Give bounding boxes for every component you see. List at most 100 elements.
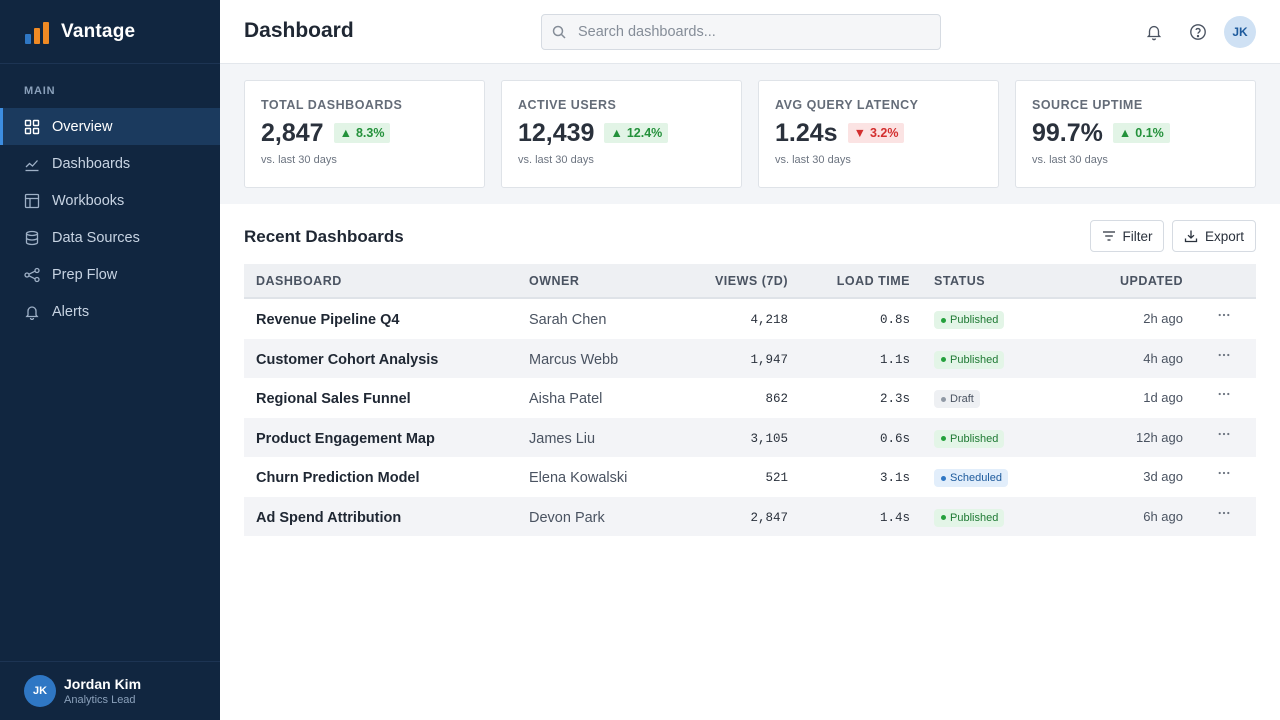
- updated-time: 4h ago: [1143, 350, 1183, 366]
- updated-time: 3d ago: [1143, 469, 1183, 484]
- more-options-button[interactable]: [1216, 308, 1232, 322]
- sidebar-item-prep-flow[interactable]: Prep Flow: [0, 256, 220, 293]
- status-badge: Published: [934, 311, 1005, 329]
- more-horizontal-icon: [1218, 432, 1230, 435]
- more-options-button[interactable]: [1216, 348, 1232, 362]
- more-options-button[interactable]: [1216, 427, 1232, 441]
- column-header-load-time[interactable]: LOAD TIME: [836, 274, 910, 288]
- kpi-value: 99.7%: [1032, 118, 1103, 147]
- column-header-owner[interactable]: OWNER: [529, 274, 580, 288]
- table-row[interactable]: Ad Spend Attribution Devon Park 2,847 1.…: [244, 496, 1256, 536]
- more-options-button[interactable]: [1216, 387, 1232, 401]
- page-title: Dashboard: [244, 19, 354, 42]
- dashboard-name[interactable]: Product Engagement Map: [256, 430, 435, 447]
- status-dot-icon: [941, 317, 946, 323]
- sidebar-item-alerts[interactable]: Alerts: [0, 293, 220, 330]
- owner-name: Elena Kowalski: [529, 470, 628, 486]
- status-dot-icon: [941, 475, 946, 481]
- kpi-delta-value: 0.1%: [1135, 126, 1164, 140]
- kpi-band: TOTAL DASHBOARDS 2,847 ▲ 8.3% vs. last 3…: [220, 64, 1280, 204]
- search-input[interactable]: [578, 24, 918, 40]
- owner-name: James Liu: [529, 430, 596, 447]
- owner-name: Aisha Patel: [529, 391, 603, 407]
- kpi-subtext: vs. last 30 days: [518, 154, 594, 166]
- sidebar-item-dashboards[interactable]: Dashboards: [0, 145, 220, 182]
- bell-icon: [24, 304, 40, 320]
- status-dot-icon: [941, 515, 946, 520]
- logo-icon: [25, 20, 49, 44]
- status-dot-icon: [941, 396, 946, 402]
- table-row[interactable]: Churn Prediction Model Elena Kowalski 52…: [244, 457, 1256, 497]
- more-horizontal-icon: [1218, 353, 1230, 356]
- sidebar-item-data-sources[interactable]: Data Sources: [0, 219, 220, 256]
- kpi-delta: ▲ 8.3%: [333, 123, 391, 143]
- status-dot-icon: [941, 357, 946, 362]
- table-row[interactable]: Revenue Pipeline Q4 Sarah Chen 4,218 0.8…: [244, 299, 1256, 339]
- updated-time: 12h ago: [1136, 429, 1183, 445]
- more-options-button[interactable]: [1216, 506, 1232, 520]
- grid-icon: [24, 119, 40, 135]
- triangle-down-icon: ▼: [853, 126, 866, 140]
- load-time: 3.1s: [879, 471, 910, 485]
- kpi-delta-value: 8.3%: [355, 126, 385, 140]
- table-row[interactable]: Regional Sales Funnel Aisha Patel 862 2.…: [244, 378, 1256, 418]
- download-icon: [1184, 229, 1198, 243]
- kpi-card-active-users: ACTIVE USERS 12,439 ▲ 12.4% vs. last 30 …: [501, 80, 742, 188]
- column-header-status[interactable]: STATUS: [934, 274, 986, 288]
- load-time: 2.3s: [879, 392, 910, 406]
- column-header-updated[interactable]: UPDATED: [1120, 274, 1183, 288]
- status-label: Published: [950, 432, 999, 445]
- dashboard-name[interactable]: Regional Sales Funnel: [256, 391, 411, 407]
- triangle-up-icon: ▲: [339, 126, 352, 140]
- status-label: Published: [950, 511, 999, 524]
- sidebar-item-label: Alerts: [52, 303, 90, 320]
- help-button[interactable]: [1188, 22, 1208, 42]
- database-icon: [24, 230, 40, 246]
- more-horizontal-icon: [1218, 392, 1230, 396]
- export-button-label: Export: [1204, 228, 1245, 244]
- sidebar-item-workbooks[interactable]: Workbooks: [0, 182, 220, 219]
- filter-button[interactable]: Filter: [1090, 220, 1164, 252]
- more-options-button[interactable]: [1216, 466, 1232, 480]
- views-count: 521: [765, 471, 788, 485]
- bell-icon: [1145, 23, 1163, 41]
- kpi-delta-value: 3.2%: [869, 126, 899, 140]
- brand[interactable]: Vantage: [0, 0, 220, 64]
- search-box[interactable]: [541, 14, 941, 50]
- user-name: Jordan Kim: [64, 676, 142, 692]
- notifications-button[interactable]: [1144, 22, 1164, 42]
- sidebar-item-label: Data Sources: [52, 229, 140, 246]
- views-count: 4,218: [750, 313, 788, 327]
- dashboard-name[interactable]: Churn Prediction Model: [256, 470, 420, 486]
- dashboard-name[interactable]: Ad Spend Attribution: [256, 509, 402, 526]
- owner-name: Sarah Chen: [529, 312, 607, 328]
- table-row[interactable]: Customer Cohort Analysis Marcus Webb 1,9…: [244, 338, 1256, 378]
- owner-name: Marcus Webb: [529, 351, 619, 368]
- kpi-card-source-uptime: SOURCE UPTIME 99.7% ▲ 0.1% vs. last 30 d…: [1015, 80, 1256, 188]
- user-profile[interactable]: JK Jordan Kim Analytics Lead: [0, 661, 220, 720]
- user-avatar-button[interactable]: JK: [1224, 16, 1256, 48]
- column-header-dashboard[interactable]: DASHBOARD: [256, 274, 342, 288]
- search-icon: [551, 24, 567, 40]
- kpi-subtext: vs. last 30 days: [261, 154, 337, 166]
- table-row[interactable]: Product Engagement Map James Liu 3,105 0…: [244, 417, 1256, 457]
- dashboard-name[interactable]: Customer Cohort Analysis: [256, 351, 439, 368]
- kpi-delta: ▲ 0.1%: [1112, 123, 1170, 143]
- kpi-subtext: vs. last 30 days: [775, 154, 851, 166]
- sidebar-item-overview[interactable]: Overview: [0, 108, 220, 145]
- section-title: Recent Dashboards: [244, 227, 404, 246]
- load-time: 0.6s: [879, 431, 910, 446]
- nav-section-label: MAIN: [24, 85, 56, 97]
- status-badge: Published: [934, 508, 1005, 527]
- more-horizontal-icon: [1218, 471, 1230, 475]
- column-header-views[interactable]: VIEWS (7D): [714, 274, 788, 288]
- views-count: 2,847: [750, 510, 788, 525]
- export-button[interactable]: Export: [1172, 220, 1256, 252]
- load-time: 1.1s: [879, 352, 910, 367]
- kpi-delta-value: 12.4%: [626, 126, 663, 140]
- dashboard-name[interactable]: Revenue Pipeline Q4: [256, 312, 400, 328]
- status-badge: Draft: [934, 390, 980, 408]
- kpi-value: 12,439: [518, 118, 595, 147]
- kpi-card-avg-query-latency: AVG QUERY LATENCY 1.24s ▼ 3.2% vs. last …: [758, 80, 999, 188]
- sidebar-item-label: Prep Flow: [52, 266, 118, 283]
